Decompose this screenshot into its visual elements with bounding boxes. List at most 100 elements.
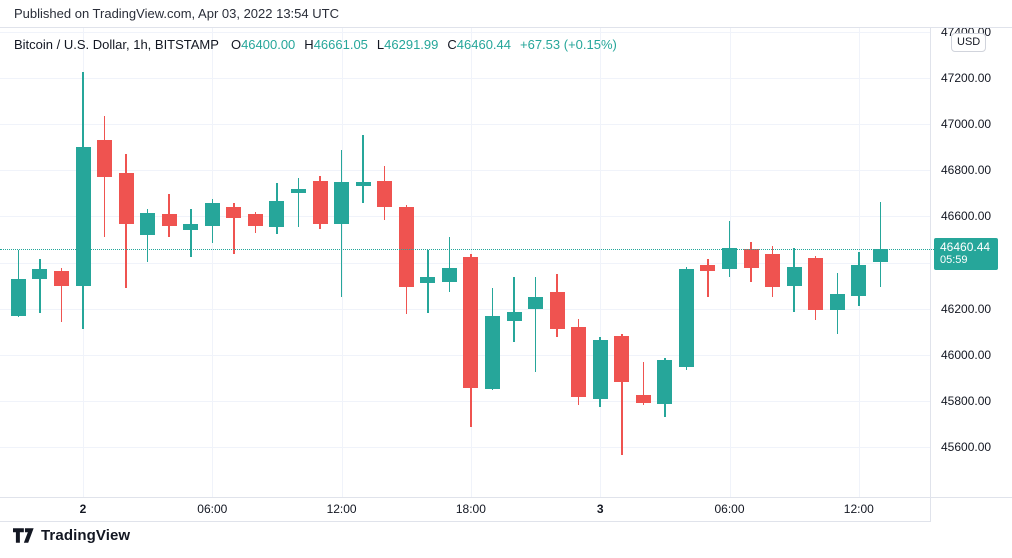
footer: TradingView <box>13 527 130 544</box>
candle <box>851 264 867 296</box>
price-axis-label: 47200.00 <box>941 71 992 86</box>
legend-close: C46460.44 <box>447 37 512 52</box>
candle-wick <box>233 202 235 255</box>
legend-high: H46661.05 <box>304 37 368 52</box>
candle <box>786 267 802 286</box>
candle-wick <box>146 209 149 263</box>
symbol-title[interactable]: Bitcoin / U.S. Dollar, 1h, BITSTAMP <box>14 37 219 52</box>
price-axis-label: 46200.00 <box>941 301 992 316</box>
candle-wick <box>60 268 63 323</box>
candle <box>872 248 888 263</box>
candle-wick <box>642 361 645 406</box>
published-text: Published on TradingView.com, Apr 03, 20… <box>14 6 339 21</box>
candle <box>118 172 134 225</box>
candle <box>441 268 457 283</box>
candle <box>247 214 263 226</box>
candle <box>700 264 716 271</box>
legend-open: O46400.00 <box>230 37 296 52</box>
candle <box>75 147 91 286</box>
published-bar: Published on TradingView.com, Apr 03, 20… <box>0 0 1012 28</box>
candle-wick <box>448 237 451 293</box>
candle-wick <box>534 277 537 373</box>
candle <box>808 257 824 310</box>
candle-wick <box>190 209 192 257</box>
legend-change: +67.53 (+0.15%) <box>520 37 617 52</box>
symbol-legend: Bitcoin / U.S. Dollar, 1h, BITSTAMP O464… <box>14 37 617 52</box>
candle <box>592 339 608 399</box>
price-gridline <box>0 446 930 448</box>
candle-wick <box>39 259 41 314</box>
candle <box>334 181 350 225</box>
time-gridline <box>212 28 214 497</box>
candle <box>355 181 371 187</box>
price-axis-label: 47000.00 <box>941 117 992 132</box>
candle <box>140 212 156 235</box>
tradingview-brand[interactable]: TradingView <box>41 527 131 544</box>
candle-wick <box>879 202 882 288</box>
price-gridline <box>0 216 930 218</box>
time-gridline <box>600 28 602 497</box>
candle-wick <box>513 277 515 343</box>
time-axis-label: 12:00 <box>326 502 357 516</box>
candle <box>420 277 436 284</box>
price-gridline <box>0 170 930 172</box>
last-price-line <box>0 248 934 250</box>
candle <box>528 297 544 309</box>
candle <box>571 327 587 398</box>
time-axis-label: 2 <box>79 502 87 516</box>
time-axis-label: 06:00 <box>714 502 745 516</box>
time-axis-label: 12:00 <box>843 502 874 516</box>
candle <box>97 140 113 178</box>
candle <box>614 336 630 383</box>
price-gridline <box>0 78 930 80</box>
price-axis-label: 45600.00 <box>941 439 992 454</box>
countdown-timer: 05:59 <box>940 253 968 266</box>
candle <box>484 315 500 390</box>
last-price-value: 46460.44 <box>940 239 991 254</box>
pane-bottom-border <box>0 497 1012 498</box>
candle <box>377 180 393 208</box>
candle <box>53 270 69 286</box>
candle <box>10 278 26 316</box>
candle <box>743 248 759 269</box>
last-price-badge: 46460.44 05:59 <box>934 237 998 270</box>
candle-wick <box>297 178 300 227</box>
candle <box>269 201 285 227</box>
legend-low: L46291.99 <box>376 37 439 52</box>
candle <box>183 224 199 231</box>
time-axis-label: 18:00 <box>455 502 486 516</box>
price-gridline <box>0 400 930 402</box>
candle <box>635 395 651 404</box>
currency-toggle-button[interactable]: USD <box>951 33 987 52</box>
candle <box>226 207 242 218</box>
candle <box>549 292 565 330</box>
price-axis-label: 46000.00 <box>941 347 992 362</box>
candle <box>291 188 306 194</box>
candle <box>204 202 220 226</box>
candle <box>678 269 694 368</box>
candle <box>506 312 522 322</box>
candle-wick <box>621 333 623 456</box>
time-axis-label: 3 <box>596 502 604 516</box>
candle <box>829 293 845 310</box>
price-axis-label: 45800.00 <box>941 393 992 408</box>
price-axis-border <box>930 28 931 521</box>
candle-wick <box>362 134 364 203</box>
price-axis-label: 46600.00 <box>941 209 992 224</box>
time-axis-label: 06:00 <box>197 502 228 516</box>
tradingview-logo-icon <box>13 528 34 543</box>
candle <box>398 207 414 287</box>
candle <box>161 214 177 226</box>
candle <box>32 269 48 279</box>
price-gridline <box>0 124 930 126</box>
price-gridline <box>0 31 930 33</box>
candle <box>312 180 328 225</box>
candle <box>657 360 673 405</box>
candle <box>722 247 737 270</box>
time-axis-bottom-border <box>0 521 931 522</box>
candle <box>463 256 479 389</box>
candle-wick <box>707 259 709 298</box>
price-axis-label: 46800.00 <box>941 163 992 178</box>
